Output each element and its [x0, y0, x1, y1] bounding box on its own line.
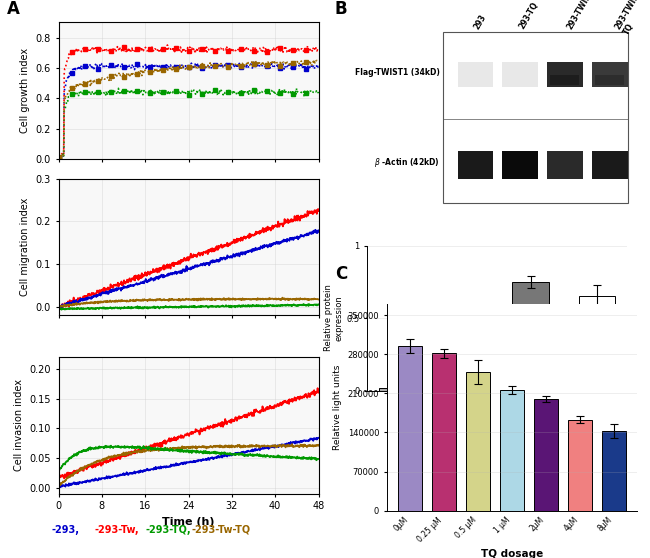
Bar: [458, 151, 493, 179]
Bar: [551, 75, 579, 85]
Bar: [547, 151, 583, 179]
Bar: [458, 62, 493, 86]
Y-axis label: Cell migration index: Cell migration index: [20, 198, 30, 296]
Bar: [578, 296, 616, 391]
Bar: [500, 390, 524, 511]
Text: -293-TQ,: -293-TQ,: [146, 525, 191, 535]
Y-axis label: Cell invasion index: Cell invasion index: [14, 379, 24, 472]
X-axis label: Time (h): Time (h): [162, 517, 214, 527]
Text: -293-Tw-TQ: -293-Tw-TQ: [192, 525, 251, 535]
Text: -293,: -293,: [52, 525, 80, 535]
Y-axis label: Cell growth index: Cell growth index: [20, 48, 30, 133]
Bar: [432, 353, 456, 511]
Bar: [502, 151, 538, 179]
Text: -293-Tw,: -293-Tw,: [94, 525, 139, 535]
Bar: [547, 62, 583, 86]
Text: Flag-TWIST1 (34kD): Flag-TWIST1 (34kD): [355, 68, 439, 77]
Bar: [592, 62, 628, 86]
Text: $\beta$ -Actin (42kD): $\beta$ -Actin (42kD): [374, 156, 439, 170]
Bar: [592, 151, 628, 179]
Bar: [446, 388, 482, 391]
Text: 293-TWIST1-
TQ: 293-TWIST1- TQ: [613, 0, 650, 36]
Text: A: A: [6, 0, 20, 18]
Bar: [502, 62, 538, 86]
Text: B: B: [335, 0, 347, 18]
Bar: [595, 75, 624, 85]
Text: C: C: [335, 265, 347, 283]
Y-axis label: Relative protein
expression: Relative protein expression: [324, 285, 344, 352]
Bar: [443, 32, 628, 203]
Bar: [379, 388, 416, 391]
Bar: [466, 372, 490, 511]
Text: 293-TQ: 293-TQ: [517, 1, 540, 31]
Bar: [534, 399, 558, 511]
Text: 293-TWIST1: 293-TWIST1: [566, 0, 598, 31]
Bar: [602, 431, 625, 511]
Text: 293: 293: [473, 13, 488, 31]
X-axis label: TQ dosage: TQ dosage: [481, 549, 543, 558]
Bar: [398, 346, 422, 511]
Y-axis label: Relative light units: Relative light units: [333, 364, 342, 450]
Bar: [512, 282, 549, 391]
Bar: [568, 420, 592, 511]
